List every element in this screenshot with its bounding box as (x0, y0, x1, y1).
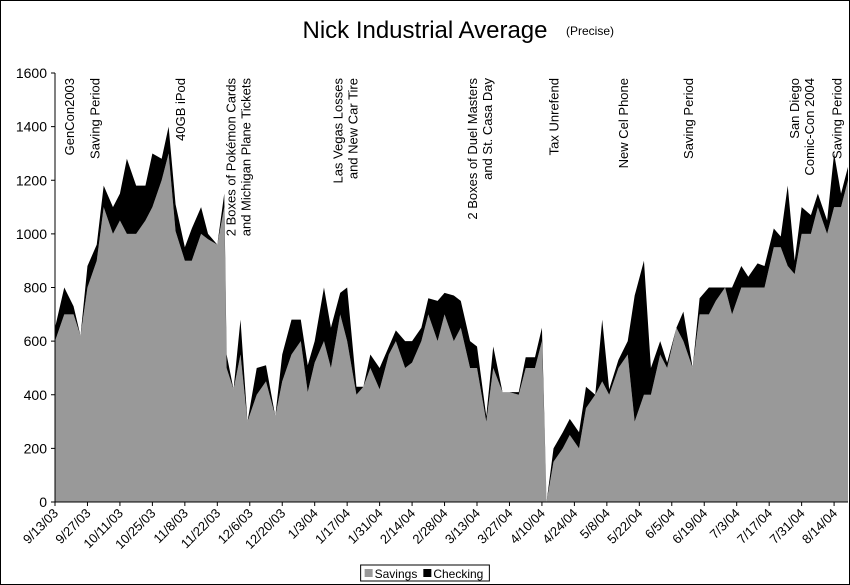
area-savings (55, 153, 848, 502)
annotation: Saving Period (87, 78, 102, 159)
y-tick-label: 400 (24, 387, 48, 403)
y-tick-label: 800 (24, 280, 48, 296)
area-checking (55, 126, 848, 502)
annotation: New Cel Phone (616, 78, 631, 168)
y-tick-label: 1000 (16, 226, 47, 242)
annotation: San Diego (787, 78, 802, 139)
y-tick-label: 600 (24, 333, 48, 349)
y-tick-label: 1400 (16, 119, 47, 135)
annotation: Las Vegas Losses (330, 78, 345, 184)
legend-label: Savings (375, 567, 418, 581)
annotation: 40GB iPod (173, 78, 188, 141)
annotation: 2 Boxes of Duel Masters (465, 78, 480, 220)
annotation: and St. Casa Day (480, 78, 495, 180)
legend-swatch (423, 569, 432, 577)
y-tick-label: 0 (39, 494, 47, 510)
legend-label: Checking (433, 567, 483, 581)
y-tick-label: 1600 (16, 65, 47, 81)
annotation: Comic-Con 2004 (802, 78, 817, 176)
annotation: Saving Period (681, 78, 696, 159)
legend: Savings Checking (360, 564, 490, 582)
y-tick-label: 1200 (16, 172, 47, 188)
annotation: 2 Boxes of Pokémon Cards (224, 78, 239, 237)
annotation: GenCon2003 (62, 78, 77, 155)
chart-title: Nick Industrial Average (302, 17, 547, 44)
y-tick-label: 200 (24, 440, 48, 456)
legend-swatch (364, 569, 373, 577)
annotation: Saving Period (829, 78, 844, 159)
chart-subtitle: (Precise) (566, 24, 614, 38)
annotation: and Michigan Plane Tickets (239, 78, 254, 237)
annotation: and New Car Tire (345, 78, 360, 179)
annotation: Tax Unrefend (547, 78, 562, 155)
